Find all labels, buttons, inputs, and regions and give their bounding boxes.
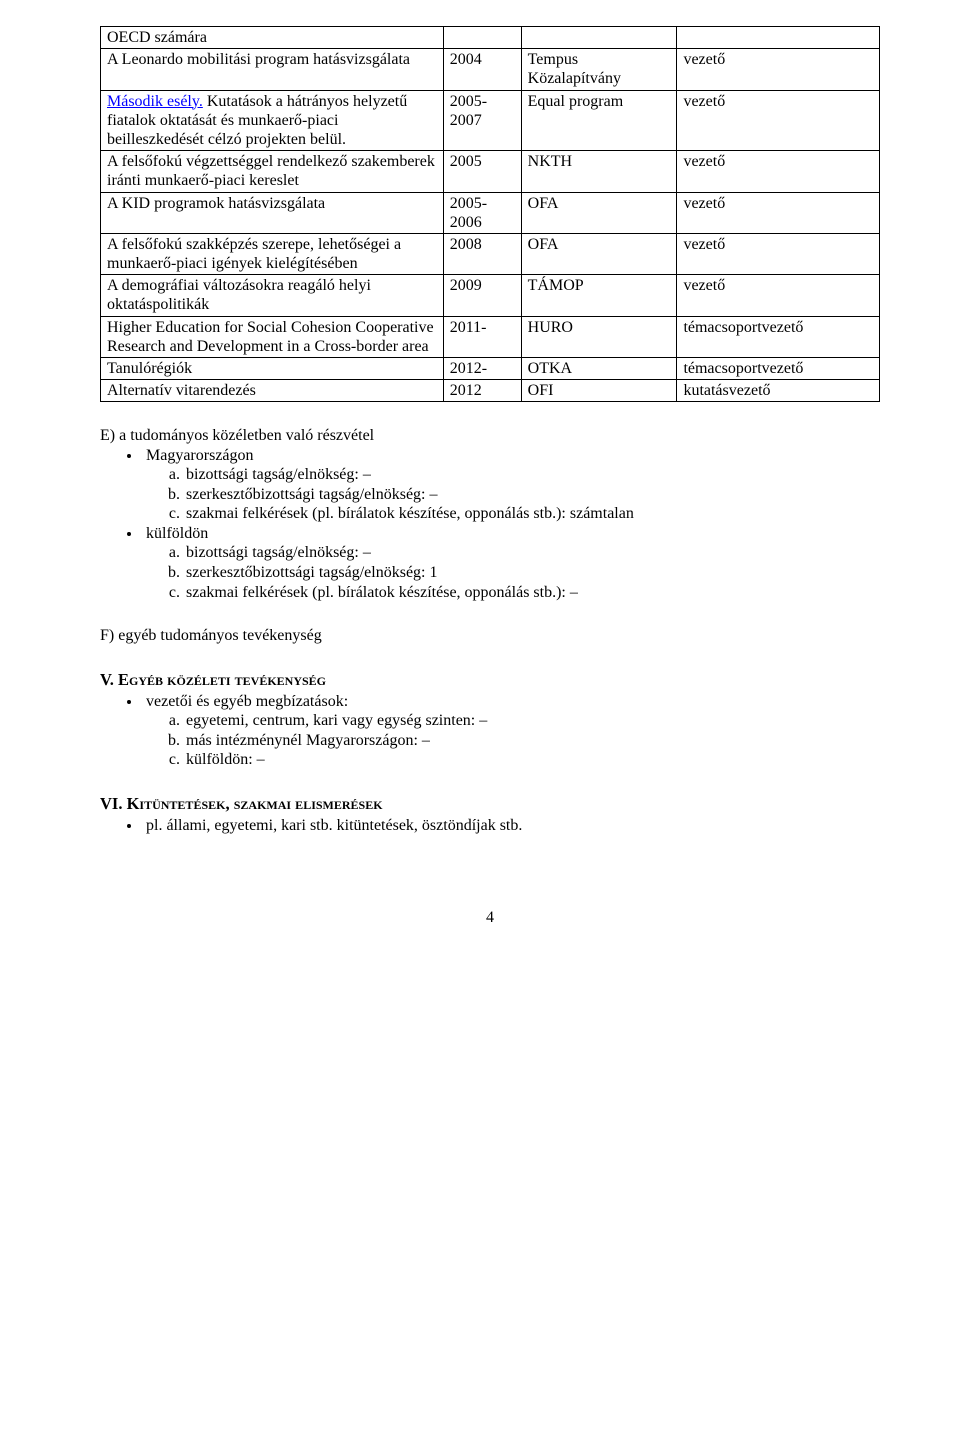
- table-cell: 2005-2007: [443, 90, 521, 151]
- table-cell: HURO: [521, 316, 677, 357]
- table-cell: vezető: [677, 192, 880, 233]
- table-cell: TÁMOP: [521, 275, 677, 316]
- table-row: Higher Education for Social Cohesion Coo…: [101, 316, 880, 357]
- main-table: OECD számáraA Leonardo mobilitási progra…: [100, 26, 880, 402]
- section-v: V. Egyéb közéleti tevékenység vezetői és…: [100, 670, 880, 770]
- table-cell: [443, 27, 521, 49]
- section-vi-heading: VI. Kitüntetések, szakmai elismerések: [100, 794, 880, 814]
- list-item: más intézménynél Magyarországon: –: [184, 731, 880, 751]
- section-v-heading: V. Egyéb közéleti tevékenység: [100, 670, 880, 690]
- table-row: Alternatív vitarendezés2012OFIkutatásvez…: [101, 380, 880, 402]
- page-number: 4: [100, 909, 880, 927]
- section-vi-heading-main: VI. Kitüntetések: [100, 794, 225, 813]
- table-cell: Equal program: [521, 90, 677, 151]
- table-row: Második esély. Kutatások a hátrányos hel…: [101, 90, 880, 151]
- table-cell: OFI: [521, 380, 677, 402]
- table-cell: A KID programok hatásvizsgálata: [101, 192, 444, 233]
- list-item: szerkesztőbizottsági tagság/elnökség: –: [184, 485, 880, 505]
- section-e-group1-items: bizottsági tagság/elnökség: – szerkesztő…: [146, 465, 880, 524]
- table-cell: 2009: [443, 275, 521, 316]
- section-v-items: egyetemi, centrum, kari vagy egység szin…: [146, 711, 880, 770]
- table-cell: 2012: [443, 380, 521, 402]
- table-cell: 2005-2006: [443, 192, 521, 233]
- section-e-group1: Magyarországon bizottsági tagság/elnöksé…: [142, 446, 880, 524]
- section-e-group1-label: Magyarországon: [146, 447, 254, 464]
- table-cell: 2005: [443, 151, 521, 192]
- table-cell: vezető: [677, 49, 880, 90]
- table-cell: [677, 27, 880, 49]
- table-cell: Tanulórégiók: [101, 358, 444, 380]
- section-v-bullet-label: vezetői és egyéb megbízatások:: [146, 693, 348, 710]
- page-container: OECD számáraA Leonardo mobilitási progra…: [0, 0, 960, 967]
- list-item: egyetemi, centrum, kari vagy egység szin…: [184, 711, 880, 731]
- table-cell: 2004: [443, 49, 521, 90]
- table-row: Tanulórégiók2012-OTKAtémacsoportvezető: [101, 358, 880, 380]
- table-cell: vezető: [677, 151, 880, 192]
- table-cell: A Leonardo mobilitási program hatásvizsg…: [101, 49, 444, 90]
- main-table-body: OECD számáraA Leonardo mobilitási progra…: [101, 27, 880, 402]
- section-e-group2-items: bizottsági tagság/elnökség: – szerkesztő…: [146, 543, 880, 602]
- table-cell: OFA: [521, 233, 677, 274]
- section-e-group2: külföldön bizottsági tagság/elnökség: – …: [142, 524, 880, 602]
- table-cell: NKTH: [521, 151, 677, 192]
- section-vi: VI. Kitüntetések, szakmai elismerések pl…: [100, 794, 880, 836]
- table-cell: OECD számára: [101, 27, 444, 49]
- table-row: A KID programok hatásvizsgálata2005-2006…: [101, 192, 880, 233]
- table-cell: Alternatív vitarendezés: [101, 380, 444, 402]
- section-vi-list: pl. állami, egyetemi, kari stb. kitüntet…: [100, 816, 880, 836]
- table-cell: 2011-: [443, 316, 521, 357]
- table-row: A felsőfokú végzettséggel rendelkező sza…: [101, 151, 880, 192]
- table-cell: A felsőfokú szakképzés szerepe, lehetősé…: [101, 233, 444, 274]
- section-f: F) egyéb tudományos tevékenység: [100, 626, 880, 646]
- table-row: A Leonardo mobilitási program hatásvizsg…: [101, 49, 880, 90]
- table-cell: Második esély. Kutatások a hátrányos hel…: [101, 90, 444, 151]
- table-cell: Tempus Közalapítvány: [521, 49, 677, 90]
- table-cell: OTKA: [521, 358, 677, 380]
- list-item: külföldön: –: [184, 750, 880, 770]
- section-v-list: vezetői és egyéb megbízatások: egyetemi,…: [100, 692, 880, 770]
- section-vi-heading-join: ,: [225, 794, 233, 813]
- table-cell: OFA: [521, 192, 677, 233]
- table-cell: A felsőfokú végzettséggel rendelkező sza…: [101, 151, 444, 192]
- list-item: bizottsági tagság/elnökség: –: [184, 465, 880, 485]
- section-e-group2-label: külföldön: [146, 525, 208, 542]
- table-cell: 2012-: [443, 358, 521, 380]
- section-v-bullet: vezetői és egyéb megbízatások: egyetemi,…: [142, 692, 880, 770]
- table-cell: témacsoportvezető: [677, 358, 880, 380]
- section-e-list: Magyarországon bizottsági tagság/elnöksé…: [100, 446, 880, 602]
- table-cell: témacsoportvezető: [677, 316, 880, 357]
- table-cell: kutatásvezető: [677, 380, 880, 402]
- table-row: A felsőfokú szakképzés szerepe, lehetősé…: [101, 233, 880, 274]
- section-vi-heading-tail: szakmai elismerések: [234, 794, 383, 813]
- table-cell: vezető: [677, 233, 880, 274]
- table-cell: 2008: [443, 233, 521, 274]
- section-e: E) a tudományos közéletben való részvéte…: [100, 426, 880, 602]
- table-row: OECD számára: [101, 27, 880, 49]
- section-vi-bullet: pl. állami, egyetemi, kari stb. kitüntet…: [142, 816, 880, 836]
- list-item: bizottsági tagság/elnökség: –: [184, 543, 880, 563]
- table-cell: vezető: [677, 90, 880, 151]
- table-row: A demográfiai változásokra reagáló helyi…: [101, 275, 880, 316]
- list-item: szakmai felkérések (pl. bírálatok készít…: [184, 504, 880, 524]
- table-cell: Higher Education for Social Cohesion Coo…: [101, 316, 444, 357]
- table-cell: [521, 27, 677, 49]
- table-cell: A demográfiai változásokra reagáló helyi…: [101, 275, 444, 316]
- list-item: szerkesztőbizottsági tagság/elnökség: 1: [184, 563, 880, 583]
- table-cell: vezető: [677, 275, 880, 316]
- section-e-title: E) a tudományos közéletben való részvéte…: [100, 426, 880, 446]
- link-text[interactable]: Második esély.: [107, 93, 203, 110]
- list-item: szakmai felkérések (pl. bírálatok készít…: [184, 583, 880, 603]
